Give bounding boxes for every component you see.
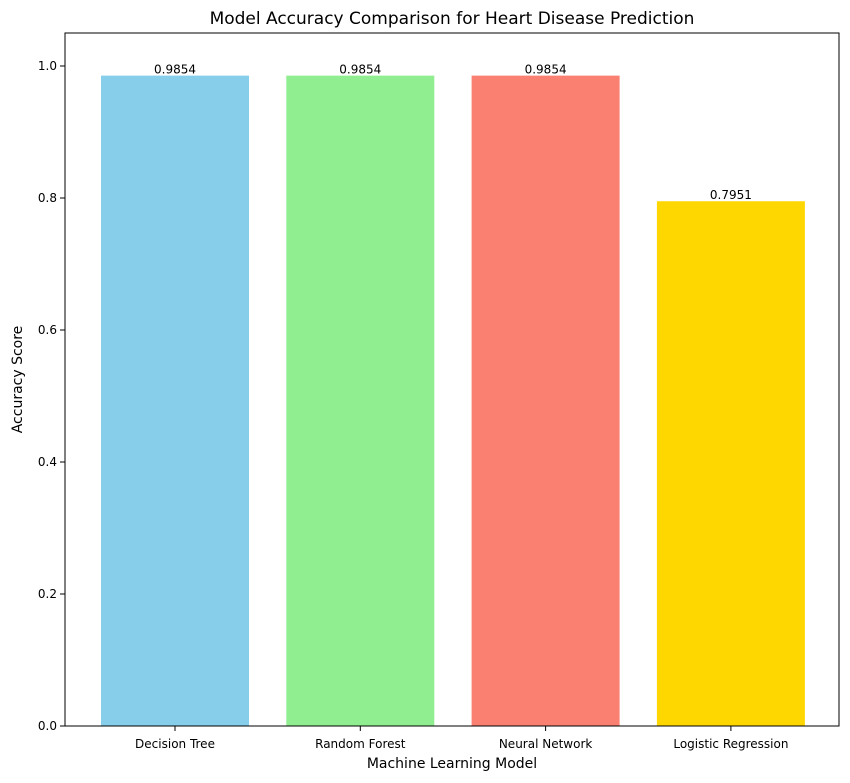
bar-value-label: 0.9854 <box>339 63 381 77</box>
y-tick-label: 0.0 <box>38 719 57 733</box>
bar-value-label: 0.7951 <box>710 188 752 202</box>
bar <box>656 201 805 726</box>
y-tick-label: 0.8 <box>38 191 57 205</box>
bar-value-label: 0.9854 <box>154 63 196 77</box>
bar <box>471 75 620 727</box>
plot-frame <box>64 32 840 727</box>
x-axis-label: Machine Learning Model <box>367 756 537 772</box>
x-tick-label: Random Forest <box>315 737 406 751</box>
bar <box>101 75 249 727</box>
y-tick-label: 0.6 <box>38 323 57 337</box>
bar <box>286 75 435 727</box>
y-tick-label: 0.4 <box>38 455 57 469</box>
x-tick-label: Neural Network <box>499 737 593 751</box>
plot-area: 0.0 0.2 0.4 0.6 0.8 1.0 0.9854 Decision Tree 0.9… <box>38 59 805 751</box>
chart-title: Model Accuracy Comparison for Heart Dise… <box>210 9 695 29</box>
y-tick-label: 0.2 <box>38 587 57 601</box>
x-tick-label: Decision Tree <box>135 737 215 751</box>
bar-value-label: 0.9854 <box>525 63 567 77</box>
y-tick-label: 1.0 <box>38 59 57 73</box>
y-axis-label: Accuracy Score <box>10 326 26 434</box>
x-tick-label: Logistic Regression <box>673 737 788 751</box>
